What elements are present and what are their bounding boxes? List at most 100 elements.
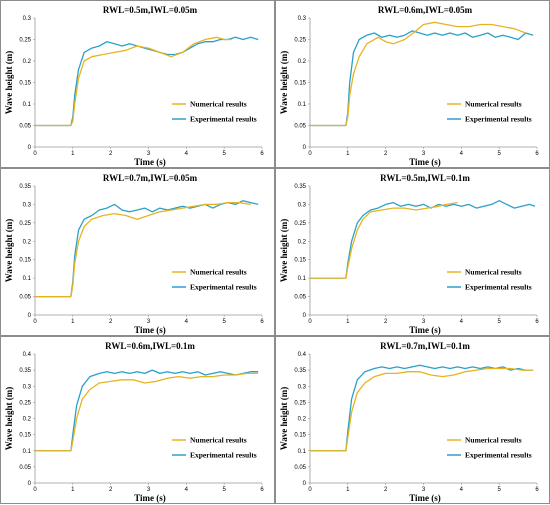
x-tick-label: 0 xyxy=(33,487,37,493)
x-tick-label: 0 xyxy=(308,487,312,493)
x-tick-label: 5 xyxy=(497,151,501,157)
y-tick-label: 0 xyxy=(28,145,32,151)
x-tick-label: 5 xyxy=(222,151,226,157)
x-tick-label: 3 xyxy=(147,487,151,493)
y-tick-label: 0.25 xyxy=(294,400,306,406)
y-tick-label: 0.05 xyxy=(19,295,31,301)
chart-title: RWL=0.6m,IWL=0.05m xyxy=(378,5,473,15)
panel-border xyxy=(275,168,550,336)
y-tick-label: 0.1 xyxy=(23,102,32,108)
y-tick-label: 0.25 xyxy=(294,38,306,44)
series-line-numerical xyxy=(35,201,251,298)
x-tick-label: 1 xyxy=(71,319,75,325)
y-tick-label: 0.2 xyxy=(23,417,32,423)
x-axis-title: Time (s) xyxy=(134,493,166,503)
y-axis-title: Wave height (m) xyxy=(279,387,289,451)
x-tick-label: 0 xyxy=(308,151,312,157)
legend-label: Experimental results xyxy=(465,115,532,124)
series-line-numerical xyxy=(310,21,526,127)
y-axis-title: Wave height (m) xyxy=(4,51,14,115)
x-tick-label: 1 xyxy=(346,319,350,325)
x-tick-label: 2 xyxy=(384,319,388,325)
y-tick-label: 0.35 xyxy=(19,368,31,374)
x-tick-label: 6 xyxy=(260,319,264,325)
y-tick-label: 0.1 xyxy=(23,449,32,455)
x-tick-label: 4 xyxy=(460,319,464,325)
x-tick-label: 6 xyxy=(535,319,539,325)
chart-panel-4: RWL=0.5m,IWL=0.1m 0 0.05 0.1 0.15 0.2 0.25 0.3 0… xyxy=(275,168,550,336)
x-tick-label: 0 xyxy=(33,151,37,157)
series-line-experimental xyxy=(310,30,534,127)
y-tick-label: 0 xyxy=(28,481,32,487)
y-tick-label: 0.05 xyxy=(294,295,306,301)
x-axis-title: Time (s) xyxy=(409,325,441,335)
series-line-numerical xyxy=(35,372,259,452)
legend-label: Numerical results xyxy=(190,100,247,109)
x-tick-label: 2 xyxy=(384,151,388,157)
y-tick-label: 0 xyxy=(28,313,32,319)
y-tick-label: 0.4 xyxy=(298,352,307,358)
x-tick-label: 4 xyxy=(460,151,464,157)
x-tick-label: 3 xyxy=(422,151,426,157)
y-tick-label: 0 xyxy=(303,481,307,487)
x-tick-label: 0 xyxy=(33,319,37,325)
series-line-experimental xyxy=(35,369,259,452)
x-tick-label: 3 xyxy=(147,151,151,157)
x-tick-label: 4 xyxy=(460,487,464,493)
x-tick-label: 4 xyxy=(185,151,189,157)
x-axis-title: Time (s) xyxy=(134,325,166,335)
y-tick-label: 0.1 xyxy=(298,276,307,282)
chart-title: RWL=0.6m,IWL=0.1m xyxy=(105,341,195,351)
y-tick-label: 0.15 xyxy=(19,81,31,87)
legend-label: Experimental results xyxy=(190,283,257,292)
chart-panel-2: RWL=0.6m,IWL=0.05m 0 0.05 0.1 0.15 0.2 0.25 0.3… xyxy=(275,0,550,168)
chart-title: RWL=0.7m,IWL=0.1m xyxy=(380,341,470,351)
chart-panel-1: RWL=0.5m,IWL=0.05m 0 0.05 0.1 0.15 0.2 0.25 0.3… xyxy=(0,0,275,168)
x-axis-title: Time (s) xyxy=(409,493,441,503)
x-tick-label: 3 xyxy=(422,319,426,325)
series-line-numerical xyxy=(35,36,232,127)
y-tick-label: 0.35 xyxy=(294,368,306,374)
chart-panel-5: RWL=0.6m,IWL=0.1m 0 0.05 0.1 0.15 0.2 0.25 0.3 0… xyxy=(0,336,275,504)
x-tick-label: 5 xyxy=(222,487,226,493)
y-axis-title: Wave height (m) xyxy=(279,219,289,283)
y-tick-label: 0.2 xyxy=(23,59,32,65)
legend-label: Experimental results xyxy=(190,115,257,124)
x-tick-label: 2 xyxy=(109,487,113,493)
legend-label: Numerical results xyxy=(465,436,522,445)
y-tick-label: 0.4 xyxy=(23,352,32,358)
y-tick-label: 0.25 xyxy=(19,38,31,44)
y-tick-label: 0.2 xyxy=(298,417,307,423)
y-tick-label: 0.15 xyxy=(19,258,31,264)
chart-title: RWL=0.5m,IWL=0.1m xyxy=(380,173,470,183)
y-tick-label: 0 xyxy=(303,313,307,319)
chart-title: RWL=0.7m,IWL=0.05m xyxy=(103,173,198,183)
x-tick-label: 5 xyxy=(222,319,226,325)
y-tick-label: 0.15 xyxy=(294,433,306,439)
y-tick-label: 0.35 xyxy=(294,184,306,190)
legend-label: Numerical results xyxy=(465,268,522,277)
legend-label: Numerical results xyxy=(190,436,247,445)
series-line-experimental xyxy=(310,364,534,452)
x-tick-label: 2 xyxy=(109,151,113,157)
x-tick-label: 5 xyxy=(497,487,501,493)
y-tick-label: 0.1 xyxy=(23,276,32,282)
x-tick-label: 1 xyxy=(71,151,75,157)
x-tick-label: 6 xyxy=(260,151,264,157)
panel-border xyxy=(275,336,550,504)
legend-label: Experimental results xyxy=(465,451,532,460)
y-tick-label: 0.3 xyxy=(23,16,32,22)
x-tick-label: 2 xyxy=(109,319,113,325)
chart-title: RWL=0.5m,IWL=0.05m xyxy=(103,5,198,15)
y-tick-label: 0.2 xyxy=(23,239,32,245)
y-tick-label: 0.15 xyxy=(19,433,31,439)
x-tick-label: 5 xyxy=(497,319,501,325)
y-axis-title: Wave height (m) xyxy=(4,387,14,451)
y-tick-label: 0.1 xyxy=(298,449,307,455)
chart-panel-6: RWL=0.7m,IWL=0.1m 0 0.05 0.1 0.15 0.2 0.25 0.3 0… xyxy=(275,336,550,504)
y-tick-label: 0.3 xyxy=(298,16,307,22)
x-tick-label: 1 xyxy=(346,151,350,157)
x-tick-label: 3 xyxy=(147,319,151,325)
y-tick-label: 0.15 xyxy=(294,258,306,264)
